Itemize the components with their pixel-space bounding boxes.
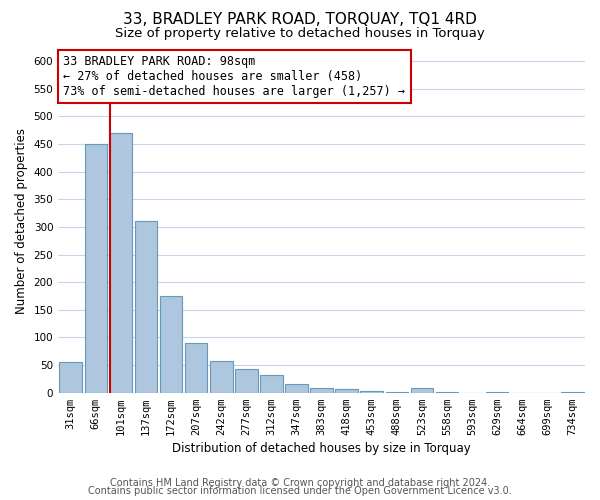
Bar	[110, 133, 132, 392]
Text: 33, BRADLEY PARK ROAD, TORQUAY, TQ1 4RD: 33, BRADLEY PARK ROAD, TORQUAY, TQ1 4RD	[123, 12, 477, 28]
X-axis label: Distribution of detached houses by size in Torquay: Distribution of detached houses by size …	[172, 442, 471, 455]
Bar	[134, 222, 157, 392]
Bar	[210, 360, 233, 392]
Bar	[310, 388, 333, 392]
Bar	[85, 144, 107, 392]
Bar	[160, 296, 182, 392]
Bar	[185, 343, 208, 392]
Bar	[235, 370, 257, 392]
Bar	[260, 375, 283, 392]
Bar	[335, 390, 358, 392]
Bar	[361, 391, 383, 392]
Bar	[59, 362, 82, 392]
Text: Size of property relative to detached houses in Torquay: Size of property relative to detached ho…	[115, 28, 485, 40]
Bar	[410, 388, 433, 392]
Text: Contains HM Land Registry data © Crown copyright and database right 2024.: Contains HM Land Registry data © Crown c…	[110, 478, 490, 488]
Y-axis label: Number of detached properties: Number of detached properties	[15, 128, 28, 314]
Bar	[285, 384, 308, 392]
Text: 33 BRADLEY PARK ROAD: 98sqm
← 27% of detached houses are smaller (458)
73% of se: 33 BRADLEY PARK ROAD: 98sqm ← 27% of det…	[64, 55, 406, 98]
Text: Contains public sector information licensed under the Open Government Licence v3: Contains public sector information licen…	[88, 486, 512, 496]
